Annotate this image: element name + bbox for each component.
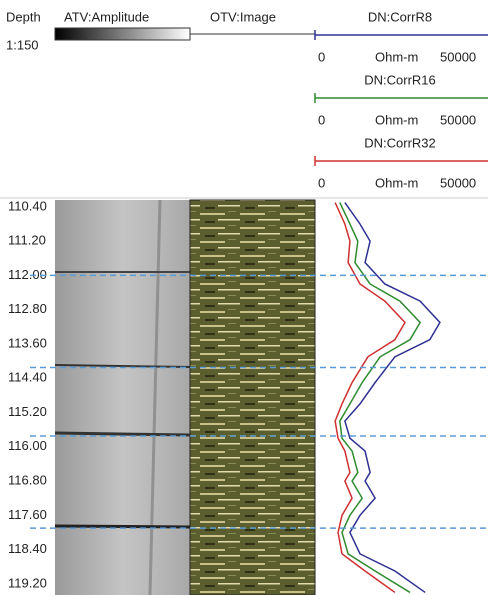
x-min-label: 0 (318, 112, 325, 127)
otv-image (189, 199, 316, 595)
legend-label: DN:CorrR16 (364, 72, 436, 87)
image-streak (54, 364, 191, 368)
x-unit-label: Ohm-m (375, 112, 418, 127)
atv-image (55, 200, 190, 595)
y-tick-label: 114.40 (8, 370, 47, 385)
y-tick-label: 115.20 (8, 404, 47, 419)
x-max-label: 50000 (440, 175, 476, 190)
amplitude-bar (54, 27, 191, 41)
legend-label: DN:CorrR8 (368, 9, 432, 24)
y-tick-label: 112.80 (8, 301, 47, 316)
y-tick-label: 111.20 (8, 233, 46, 248)
y-tick-label: 116.80 (8, 472, 47, 487)
curve (339, 202, 422, 594)
y-tick-label: 119.20 (8, 575, 47, 590)
image-streak (54, 524, 191, 529)
x-max-label: 50000 (440, 49, 476, 64)
y-tick-label: 113.60 (8, 335, 47, 350)
scale-label: 1:150 (6, 37, 39, 52)
x-max-label: 50000 (440, 112, 476, 127)
depth-label: Depth (6, 9, 41, 24)
y-tick-label: 112.00 (8, 267, 47, 282)
image-streak (148, 199, 162, 595)
x-min-label: 0 (318, 175, 325, 190)
track-title: ATV:Amplitude (64, 9, 149, 24)
y-tick-label: 117.60 (8, 507, 47, 522)
track-title: OTV:Image (210, 9, 276, 24)
y-tick-label: 118.40 (8, 541, 47, 556)
x-unit-label: Ohm-m (375, 175, 418, 190)
curve (344, 202, 441, 594)
y-tick-label: 116.00 (8, 438, 47, 453)
curve (334, 202, 406, 594)
legend-label: DN:CorrR32 (364, 135, 436, 150)
image-streak (54, 431, 191, 437)
x-unit-label: Ohm-m (375, 49, 418, 64)
y-tick-label: 110.40 (8, 198, 47, 213)
x-min-label: 0 (318, 49, 325, 64)
